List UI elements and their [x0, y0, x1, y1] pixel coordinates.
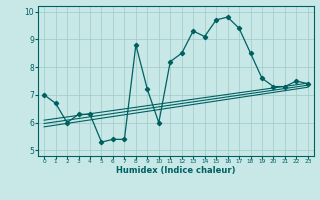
X-axis label: Humidex (Indice chaleur): Humidex (Indice chaleur) — [116, 166, 236, 175]
